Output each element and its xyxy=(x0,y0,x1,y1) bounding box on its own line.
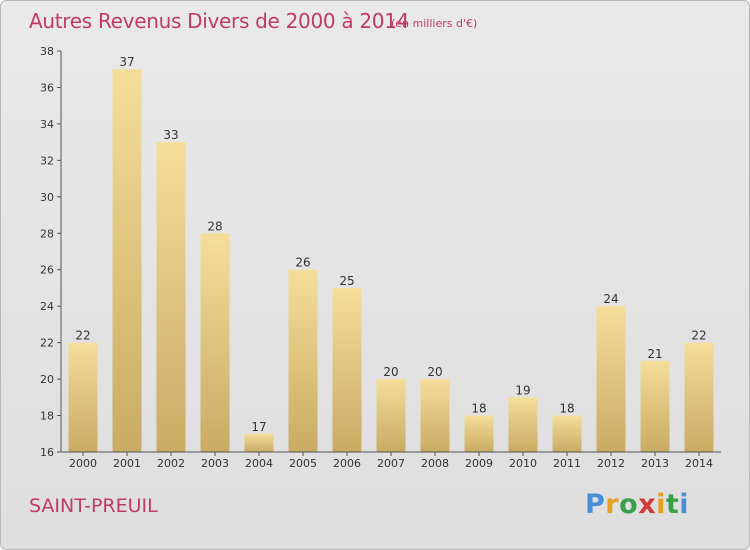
y-tick-label: 38 xyxy=(40,45,54,58)
bar-2005 xyxy=(288,269,318,452)
x-tick-label: 2000 xyxy=(69,457,97,470)
x-tick-label: 2008 xyxy=(421,457,449,470)
chart-subtitle: (en milliers d'€) xyxy=(391,17,478,30)
data-label: 28 xyxy=(207,219,222,233)
bar-2006 xyxy=(332,287,362,452)
y-tick-label: 22 xyxy=(40,337,54,350)
data-label: 33 xyxy=(163,128,178,142)
x-tick-label: 2011 xyxy=(553,457,581,470)
y-tick-label: 20 xyxy=(40,373,54,386)
y-tick-label: 30 xyxy=(40,191,54,204)
bar-2011 xyxy=(552,415,582,452)
x-tick-label: 2004 xyxy=(245,457,273,470)
proxiti-logo[interactable]: Proxiti xyxy=(585,489,690,520)
data-label: 20 xyxy=(427,365,442,379)
data-label: 18 xyxy=(559,402,574,416)
data-label: 21 xyxy=(647,347,662,361)
y-tick-label: 16 xyxy=(40,446,54,459)
data-label: 25 xyxy=(339,274,354,288)
data-label: 37 xyxy=(119,55,134,69)
data-label: 22 xyxy=(75,329,90,343)
bar-2013 xyxy=(640,360,670,452)
data-label: 22 xyxy=(691,329,706,343)
y-tick-label: 24 xyxy=(40,300,54,313)
x-tick-label: 2006 xyxy=(333,457,361,470)
bar-2003 xyxy=(200,233,230,452)
y-tick-label: 34 xyxy=(40,118,54,131)
x-tick-label: 2007 xyxy=(377,457,405,470)
bar-2012 xyxy=(596,306,626,452)
chart-title: Autres Revenus Divers de 2000 à 2014 xyxy=(29,9,410,33)
data-label: 19 xyxy=(515,383,530,397)
y-tick-label: 18 xyxy=(40,410,54,423)
data-label: 17 xyxy=(251,420,266,434)
x-tick-label: 2013 xyxy=(641,457,669,470)
y-tick-label: 36 xyxy=(40,81,54,94)
bar-2004 xyxy=(244,433,274,452)
x-tick-label: 2001 xyxy=(113,457,141,470)
bar-2010 xyxy=(508,397,538,452)
bar-2008 xyxy=(420,379,450,452)
data-label: 20 xyxy=(383,365,398,379)
bar-2001 xyxy=(112,69,142,453)
x-tick-label: 2003 xyxy=(201,457,229,470)
data-label: 24 xyxy=(603,292,618,306)
bar-2000 xyxy=(68,342,98,452)
x-tick-label: 2010 xyxy=(509,457,537,470)
bar-2002 xyxy=(156,142,186,453)
data-label: 26 xyxy=(295,256,310,270)
x-tick-label: 2002 xyxy=(157,457,185,470)
x-tick-label: 2014 xyxy=(685,457,713,470)
y-tick-label: 26 xyxy=(40,264,54,277)
bar-2009 xyxy=(464,415,494,452)
bar-2014 xyxy=(684,342,714,452)
x-tick-label: 2012 xyxy=(597,457,625,470)
commune-name: SAINT-PREUIL xyxy=(29,495,158,517)
x-tick-label: 2009 xyxy=(465,457,493,470)
data-label: 18 xyxy=(471,402,486,416)
bar-2007 xyxy=(376,379,406,452)
y-tick-label: 28 xyxy=(40,227,54,240)
y-tick-label: 32 xyxy=(40,154,54,167)
x-tick-label: 2005 xyxy=(289,457,317,470)
